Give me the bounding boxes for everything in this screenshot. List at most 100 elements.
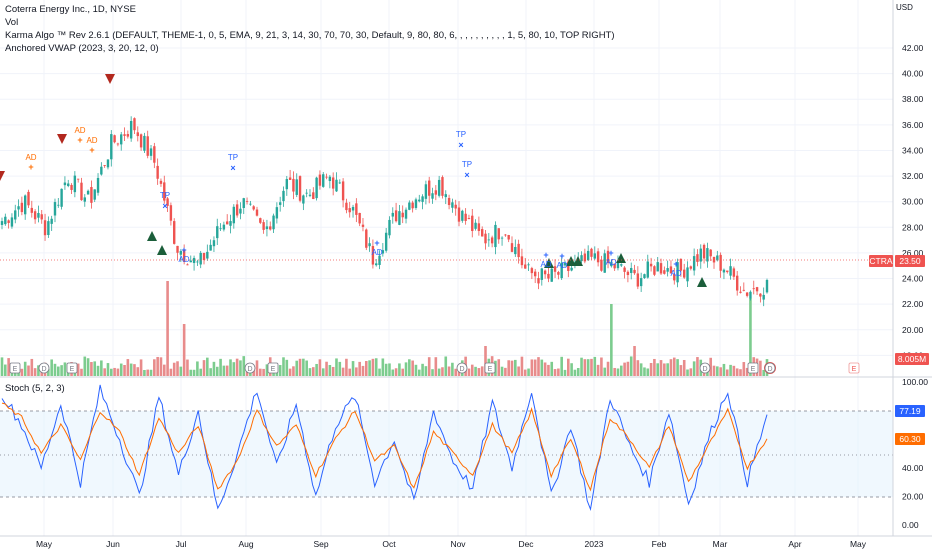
candle-body: [679, 258, 683, 271]
volume-bar: [722, 363, 726, 376]
time-tick-label: Apr: [788, 539, 801, 549]
candle-body: [265, 226, 269, 230]
candle-body: [80, 182, 83, 201]
volume-bar: [196, 361, 199, 376]
price-tick-label: 38.00: [902, 94, 924, 104]
volume-bar: [371, 358, 375, 376]
volume-bar: [37, 365, 40, 376]
candle-body: [149, 148, 153, 156]
dividend-marker[interactable]: [244, 362, 256, 374]
candle-body: [431, 193, 434, 199]
volume-bar: [672, 357, 676, 376]
earnings-marker[interactable]: [484, 362, 496, 374]
candle-body: [699, 248, 702, 262]
volume-bar: [229, 359, 232, 376]
volume-bar: [636, 360, 640, 376]
candle-body: [749, 291, 752, 299]
volume-bar: [295, 360, 299, 376]
candle-body: [116, 143, 120, 145]
volume-bar: [543, 362, 547, 376]
candle-body: [709, 249, 712, 257]
event-marker-label: D: [41, 366, 46, 373]
candle-body: [235, 204, 239, 216]
candle-body: [126, 134, 130, 137]
candle-body: [719, 254, 722, 271]
candle-body: [762, 294, 765, 300]
volume-bar: [100, 360, 103, 376]
volume-bar: [732, 365, 736, 376]
volume-bar: [682, 359, 686, 376]
candle-body: [384, 232, 388, 251]
candle-body: [20, 202, 24, 213]
ad-plus-marker: +: [374, 238, 379, 248]
candle-body: [216, 226, 219, 239]
volume-bar: [590, 358, 593, 376]
candle-body: [497, 228, 500, 240]
buy-signal-triangle: [544, 258, 554, 268]
candle-body: [86, 190, 90, 195]
candle-body: [282, 190, 285, 202]
volume-bar: [530, 359, 534, 376]
candle-body: [586, 250, 590, 261]
volume-bar: [215, 366, 219, 376]
candle-body: [742, 289, 746, 291]
candle-body: [487, 239, 491, 241]
candle-body: [540, 268, 544, 280]
volume-bar: [457, 369, 461, 376]
candle-body: [139, 134, 143, 148]
candle-body: [616, 262, 620, 269]
ad-plus-marker: +: [28, 162, 33, 172]
dividend-marker[interactable]: [699, 362, 711, 374]
candle-body: [14, 210, 17, 220]
volume-bar: [586, 359, 590, 376]
candle-body: [550, 268, 553, 282]
signal-label: AD: [540, 260, 551, 269]
volume-bar: [384, 363, 388, 376]
volume-bar: [537, 357, 540, 376]
dividend-marker[interactable]: [38, 362, 50, 374]
time-tick-label: Oct: [382, 539, 396, 549]
sell-signal-triangle: [0, 171, 5, 181]
candle-body: [348, 208, 351, 213]
volume-bar: [576, 367, 580, 376]
time-tick-label: May: [36, 539, 53, 549]
chart-title: Coterra Energy Inc., 1D, NYSE: [5, 4, 136, 15]
candle-body: [272, 215, 275, 230]
tp-cross-marker: ×: [162, 201, 167, 211]
buy-signal-triangle: [697, 277, 707, 287]
buy-signal-triangle: [566, 256, 576, 266]
candle-body: [345, 202, 348, 211]
volume-bar: [282, 357, 285, 376]
volume-bar: [23, 361, 27, 376]
volume-bar: [106, 363, 110, 376]
candle-body: [500, 237, 504, 239]
volume-bar: [762, 369, 765, 376]
candle-body: [447, 197, 451, 206]
candle-body: [480, 229, 484, 237]
dividend-marker[interactable]: [456, 362, 468, 374]
volume-bar: [27, 365, 30, 376]
candle-body: [507, 235, 510, 240]
candle-body: [441, 177, 444, 196]
candle-body: [166, 198, 169, 206]
dividend-marker[interactable]: [764, 362, 776, 374]
candle-body: [192, 257, 196, 263]
earnings-marker[interactable]: [66, 362, 78, 374]
future-earnings-marker[interactable]: [848, 362, 860, 374]
candle-body: [676, 262, 679, 283]
candle-body: [103, 165, 106, 167]
candle-body: [517, 243, 520, 258]
time-tick-label: Feb: [652, 539, 667, 549]
earnings-marker[interactable]: [9, 362, 21, 374]
volume-bar: [470, 364, 474, 376]
event-marker-label: D: [247, 366, 252, 373]
candle-body: [610, 261, 613, 267]
earnings-marker[interactable]: [747, 362, 759, 374]
candle-body: [285, 179, 289, 190]
earnings-marker[interactable]: [267, 362, 279, 374]
sell-signal-triangle: [105, 74, 115, 84]
candle-body: [37, 213, 40, 218]
ad-plus-marker: +: [543, 250, 548, 260]
candle-body: [649, 263, 653, 267]
volume-bar: [136, 367, 140, 376]
